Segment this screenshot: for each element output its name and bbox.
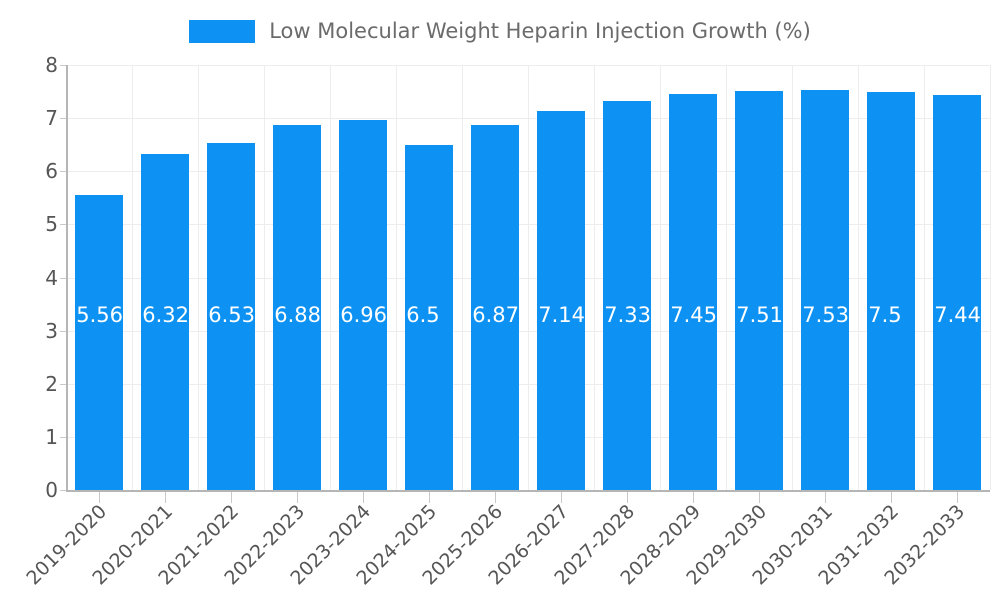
x-gridline	[990, 65, 991, 490]
bar[interactable]	[933, 94, 981, 490]
y-axis-tick-label: 4	[45, 265, 58, 290]
bar[interactable]	[339, 120, 387, 490]
x-gridline	[264, 65, 265, 490]
bar-value-label: 7.44	[934, 303, 981, 327]
x-gridline	[924, 65, 925, 490]
bar[interactable]	[75, 194, 123, 490]
chart-legend: Low Molecular Weight Heparin Injection G…	[0, 12, 1000, 50]
bar[interactable]	[273, 124, 321, 490]
x-axis-tick-mark	[891, 492, 892, 503]
x-gridline	[198, 65, 199, 490]
y-axis-tick-label: 2	[45, 371, 58, 396]
bar[interactable]	[141, 154, 189, 490]
bar[interactable]	[471, 125, 519, 490]
legend-label-series-1[interactable]: Low Molecular Weight Heparin Injection G…	[269, 18, 811, 43]
y-axis-tick-mark	[60, 224, 66, 226]
y-axis-tick-label: 6	[45, 159, 58, 184]
bar[interactable]	[735, 91, 783, 490]
x-gridline	[132, 65, 133, 490]
bar-value-label: 6.53	[208, 303, 255, 327]
x-axis-tick-mark	[825, 492, 826, 503]
bar-value-label: 7.51	[736, 303, 783, 327]
y-axis-tick-mark	[60, 65, 66, 66]
bar[interactable]	[669, 94, 717, 490]
x-axis-tick-mark	[561, 492, 562, 503]
legend-swatch-series-1[interactable]	[189, 19, 256, 43]
x-gridline	[726, 65, 727, 490]
y-axis-tick-mark	[60, 171, 66, 173]
x-gridline	[858, 65, 859, 490]
y-axis-tick-label: 1	[45, 424, 58, 449]
y-axis-tick-label: 7	[45, 106, 58, 131]
bar-value-label: 6.87	[472, 303, 519, 327]
x-gridline	[396, 65, 397, 490]
bar-value-label: 7.5	[868, 303, 902, 327]
x-axis-tick-mark	[429, 492, 430, 503]
x-axis-tick-mark	[759, 492, 760, 503]
x-gridline	[792, 65, 793, 490]
bar-value-label: 7.33	[604, 303, 651, 327]
bar-value-label: 6.96	[340, 303, 387, 327]
x-axis-line	[66, 490, 990, 492]
bar-value-label: 6.5	[406, 303, 440, 327]
x-gridline	[660, 65, 661, 490]
y-axis-line	[66, 65, 68, 491]
y-axis-tick-labels: 0 1 2 3 4 5 6 7 8	[0, 0, 58, 600]
x-axis-tick-mark	[957, 492, 958, 503]
x-axis-tick-mark	[495, 492, 496, 503]
x-gridline	[528, 65, 529, 490]
y-axis-tick-mark	[60, 490, 66, 491]
y-axis-tick-label: 8	[45, 53, 58, 77]
x-axis-tick-mark	[165, 492, 166, 503]
bar[interactable]	[603, 100, 651, 490]
bar-value-label: 7.53	[802, 303, 849, 327]
bar-value-label: 7.45	[670, 303, 717, 327]
y-axis-tick-mark	[60, 277, 66, 279]
y-axis-tick-label: 5	[45, 212, 58, 237]
x-gridline	[330, 65, 331, 490]
bar[interactable]	[801, 89, 849, 490]
y-axis-tick-label: 0	[45, 478, 58, 502]
x-axis-tick-mark	[627, 492, 628, 503]
bar-value-label: 5.56	[76, 303, 123, 327]
bar[interactable]	[207, 143, 255, 490]
y-axis-tick-mark	[60, 383, 66, 385]
bar[interactable]	[537, 110, 585, 490]
y-axis-tick-mark	[60, 330, 66, 332]
y-axis-tick-mark	[60, 118, 66, 120]
x-axis-tick-mark	[99, 492, 100, 503]
bar-value-label: 6.32	[142, 303, 189, 327]
y-axis-tick-mark	[60, 436, 66, 438]
x-axis-tick-mark	[231, 492, 232, 503]
x-axis-tick-mark	[693, 492, 694, 503]
bar-value-label: 7.14	[538, 303, 585, 327]
bar[interactable]	[867, 91, 915, 490]
bar[interactable]	[405, 144, 453, 490]
x-gridline	[462, 65, 463, 490]
x-gridline	[594, 65, 595, 490]
bar-value-label: 6.88	[274, 303, 321, 327]
plot-area: 5.56 6.32 6.53 6.88 6.96 6.5 6.87 7.14 7.33 7.45 7…	[66, 65, 991, 491]
x-axis-tick-mark	[297, 492, 298, 503]
y-axis-tick-label: 3	[45, 318, 58, 343]
x-axis-tick-mark	[363, 492, 364, 503]
